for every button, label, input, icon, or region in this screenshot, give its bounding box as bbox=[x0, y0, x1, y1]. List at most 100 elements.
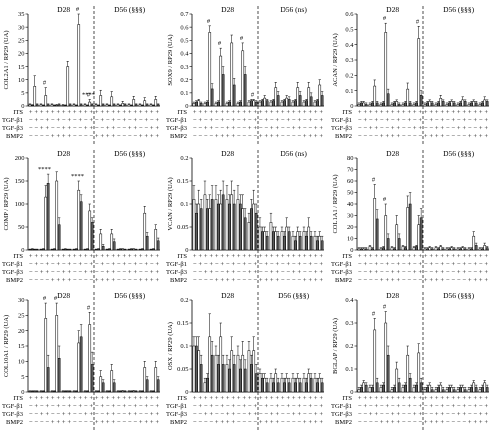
condition-sign: − bbox=[204, 403, 208, 410]
condition-sign: − bbox=[237, 411, 241, 418]
condition-sign: + bbox=[451, 395, 455, 402]
condition-sign: + bbox=[111, 411, 115, 418]
bar bbox=[31, 248, 34, 251]
condition-sign: + bbox=[391, 395, 395, 402]
bar bbox=[243, 368, 247, 393]
condition-sign: + bbox=[73, 109, 77, 116]
condition-sign: + bbox=[440, 419, 444, 426]
condition-sign: + bbox=[435, 133, 439, 140]
significance-mark: # bbox=[207, 18, 211, 25]
bar bbox=[101, 382, 105, 393]
condition-sign: + bbox=[220, 117, 224, 124]
bar bbox=[316, 100, 319, 107]
bar bbox=[243, 217, 247, 251]
condition-sign: − bbox=[56, 411, 60, 418]
condition-sign: + bbox=[264, 133, 268, 140]
condition-sign: + bbox=[275, 403, 279, 410]
condition-sign: − bbox=[106, 403, 110, 410]
condition-sign: + bbox=[308, 109, 312, 116]
condition-sign: − bbox=[259, 411, 263, 418]
condition-sign: + bbox=[100, 261, 104, 268]
bar bbox=[197, 203, 201, 251]
bar bbox=[228, 203, 231, 251]
bar bbox=[276, 95, 280, 107]
condition-sign: + bbox=[297, 117, 301, 124]
condition-sign: + bbox=[440, 277, 444, 284]
bar bbox=[154, 367, 158, 393]
condition-sign: + bbox=[62, 411, 66, 418]
condition-sign: + bbox=[209, 269, 213, 276]
condition-sign: − bbox=[380, 403, 384, 410]
condition-sign: + bbox=[84, 253, 88, 260]
condition-sign: + bbox=[62, 125, 66, 132]
condition-sign: + bbox=[358, 395, 362, 402]
bar bbox=[474, 245, 478, 251]
condition-sign: + bbox=[45, 261, 49, 268]
condition-sign: − bbox=[78, 411, 82, 418]
condition-sign: + bbox=[73, 395, 77, 402]
condition-sign: + bbox=[144, 117, 148, 124]
bar bbox=[470, 387, 473, 393]
bar bbox=[461, 99, 465, 107]
condition-sign: − bbox=[407, 411, 411, 418]
condition-sign: + bbox=[215, 277, 219, 284]
y-tick-label: 0.1 bbox=[345, 366, 353, 373]
condition-sign: + bbox=[122, 109, 126, 116]
bar bbox=[77, 189, 81, 251]
condition-sign: − bbox=[479, 117, 483, 124]
bar bbox=[68, 391, 72, 393]
y-tick-label: 0.1 bbox=[180, 90, 188, 97]
condition-sign: + bbox=[226, 411, 230, 418]
condition-sign: + bbox=[111, 403, 115, 410]
condition-sign: + bbox=[369, 269, 373, 276]
condition-label: BMP2 bbox=[6, 419, 23, 426]
condition-sign: + bbox=[374, 395, 378, 402]
condition-sign: + bbox=[308, 261, 312, 268]
condition-sign: − bbox=[204, 117, 208, 124]
condition-sign: + bbox=[363, 109, 367, 116]
condition-sign: − bbox=[150, 261, 154, 268]
bar bbox=[53, 248, 56, 251]
y-tick-label: 0 bbox=[185, 103, 188, 110]
y-tick-label: 5 bbox=[21, 374, 24, 381]
condition-sign: + bbox=[226, 269, 230, 276]
condition-sign: + bbox=[429, 253, 433, 260]
stage-label-d28: D28 bbox=[57, 291, 70, 300]
significance-mark: # bbox=[240, 35, 244, 42]
condition-sign: − bbox=[451, 125, 455, 132]
condition-sign: − bbox=[40, 117, 44, 124]
condition-sign: − bbox=[253, 419, 257, 426]
condition-sign: + bbox=[396, 419, 400, 426]
condition-sign: + bbox=[144, 277, 148, 284]
condition-sign: + bbox=[226, 253, 230, 260]
condition-sign: − bbox=[286, 133, 290, 140]
condition-sign: + bbox=[275, 117, 279, 124]
bar bbox=[395, 224, 399, 251]
condition-sign: − bbox=[29, 261, 33, 268]
condition-sign: + bbox=[473, 109, 477, 116]
condition-sign: − bbox=[122, 411, 126, 418]
bar bbox=[88, 210, 92, 251]
condition-sign: + bbox=[89, 269, 93, 276]
bar bbox=[141, 391, 144, 393]
condition-sign: − bbox=[73, 269, 77, 276]
condition-sign: + bbox=[418, 403, 422, 410]
condition-sign: − bbox=[215, 269, 219, 276]
bar bbox=[241, 208, 245, 251]
condition-sign: − bbox=[314, 117, 318, 124]
condition-sign: + bbox=[89, 395, 93, 402]
condition-sign: + bbox=[144, 109, 148, 116]
condition-sign: + bbox=[462, 253, 466, 260]
condition-sign: − bbox=[128, 419, 132, 426]
condition-sign: + bbox=[479, 253, 483, 260]
condition-sign: − bbox=[29, 411, 33, 418]
bar bbox=[61, 391, 65, 393]
bar bbox=[110, 370, 114, 393]
bar bbox=[371, 248, 374, 251]
bar bbox=[296, 377, 300, 393]
bar bbox=[283, 235, 286, 251]
condition-sign: + bbox=[139, 277, 143, 284]
condition-sign: + bbox=[314, 277, 318, 284]
bar bbox=[272, 100, 275, 107]
condition-sign: + bbox=[270, 411, 274, 418]
